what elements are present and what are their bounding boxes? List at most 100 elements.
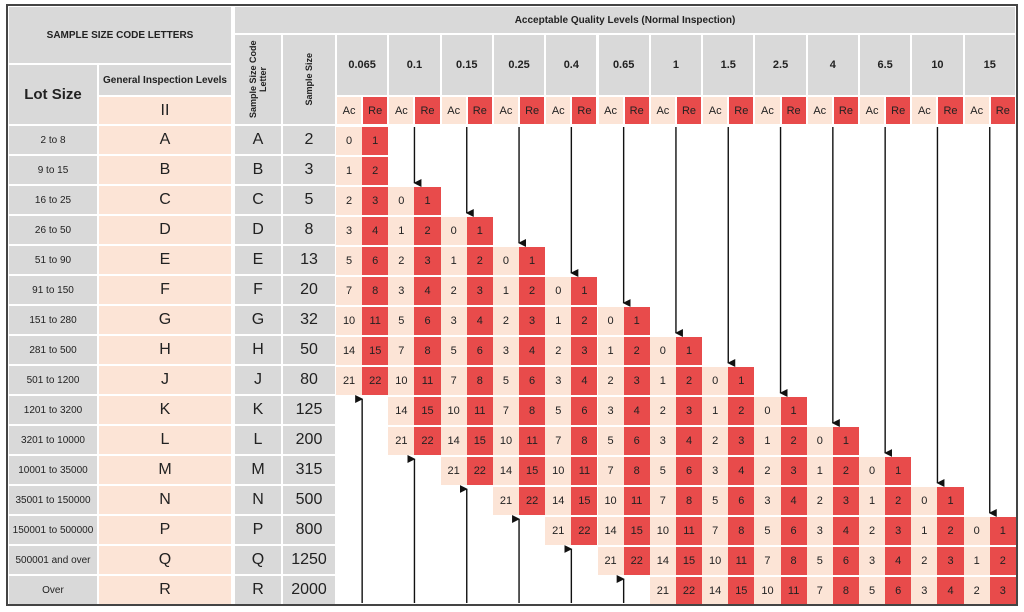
ac-value: 14 (492, 457, 520, 485)
sample-size-code-cell: E (234, 245, 282, 275)
lot-size-cell: 150001 to 500000 (8, 515, 98, 545)
re-value: 8 (728, 517, 755, 545)
ac-value: 0 (911, 487, 938, 515)
re-value: 6 (414, 307, 441, 335)
ac-value: 0 (754, 397, 781, 425)
aql-level-header: 0.65 (597, 34, 650, 96)
lot-size-cell: 16 to 25 (8, 185, 98, 215)
ac-header: Ac (388, 96, 415, 125)
re-value: 3 (832, 487, 859, 515)
re-value: 22 (623, 547, 650, 575)
sample-size-code-cell: F (234, 275, 282, 305)
re-header: Re (780, 96, 807, 125)
ac-value: 3 (649, 427, 676, 455)
lot-size-cell: 281 to 500 (8, 335, 98, 365)
re-value: 1 (675, 337, 703, 365)
re-value: 3 (675, 397, 703, 425)
ac-value: 0 (806, 427, 833, 455)
re-value: 11 (623, 487, 650, 515)
re-value: 11 (780, 577, 807, 605)
ac-value: 7 (597, 457, 624, 485)
sample-size-cell: 315 (282, 455, 336, 485)
re-header: Re (362, 96, 389, 125)
re-value: 3 (780, 457, 807, 485)
ac-value: 2 (911, 547, 938, 575)
ac-value: 3 (388, 277, 415, 305)
lot-size-cell: 51 to 90 (8, 245, 98, 275)
ac-value: 21 (492, 487, 520, 515)
aql-level-header: 1 (649, 34, 703, 96)
sample-size-cell: 3 (282, 155, 336, 185)
ac-value: 0 (440, 217, 467, 245)
re-header: Re (728, 96, 755, 125)
lot-size-cell: 501 to 1200 (8, 365, 98, 395)
re-value: 1 (414, 187, 441, 215)
general-level-code-cell: B (98, 155, 232, 185)
ac-value: 10 (754, 577, 781, 605)
re-value: 2 (519, 277, 546, 305)
ac-value: 10 (597, 487, 624, 515)
lot-size-cell: Over (8, 575, 98, 605)
re-value: 8 (466, 367, 493, 395)
ac-value: 0 (649, 337, 676, 365)
re-header: Re (675, 96, 703, 125)
ac-value: 5 (388, 307, 415, 335)
re-value: 1 (728, 367, 755, 395)
ac-value: 0 (336, 127, 363, 155)
ac-value: 2 (649, 397, 676, 425)
ac-header: Ac (545, 96, 572, 125)
ac-value: 7 (649, 487, 676, 515)
re-value: 3 (937, 547, 964, 575)
sample-size-cell: 5 (282, 185, 336, 215)
re-value: 11 (362, 307, 389, 335)
sample-size-code-cell: L (234, 425, 282, 455)
ac-value: 10 (545, 457, 572, 485)
re-value: 15 (623, 517, 650, 545)
ac-value: 14 (336, 337, 363, 365)
ac-value: 5 (336, 247, 363, 275)
re-value: 3 (989, 577, 1016, 605)
ac-value: 5 (440, 337, 467, 365)
re-value: 6 (780, 517, 807, 545)
re-value: 8 (675, 487, 703, 515)
re-value: 1 (780, 397, 807, 425)
ac-value: 1 (702, 397, 729, 425)
ac-value: 21 (597, 547, 624, 575)
re-value: 4 (675, 427, 703, 455)
aql-level-header: 6.5 (859, 34, 912, 96)
ac-header: Ac (806, 96, 833, 125)
ac-value: 5 (649, 457, 676, 485)
ac-value: 3 (597, 397, 624, 425)
re-value: 1 (623, 307, 650, 335)
ac-header: Ac (336, 96, 363, 125)
re-header: Re (885, 96, 912, 125)
re-value: 6 (519, 367, 546, 395)
sample-size-cell: 50 (282, 335, 336, 365)
re-value: 11 (466, 397, 493, 425)
re-value: 11 (519, 427, 546, 455)
lot-size-cell: 2 to 8 (8, 125, 98, 155)
re-value: 1 (832, 427, 859, 455)
re-value: 11 (728, 547, 755, 575)
lot-size-cell: 35001 to 150000 (8, 485, 98, 515)
re-value: 15 (362, 337, 389, 365)
ac-value: 14 (649, 547, 676, 575)
ac-value: 21 (388, 427, 415, 455)
ac-value: 3 (702, 457, 729, 485)
ac-value: 1 (336, 157, 363, 185)
ac-value: 5 (859, 577, 886, 605)
ac-value: 1 (754, 427, 781, 455)
ac-value: 1 (859, 487, 886, 515)
re-value: 22 (362, 367, 389, 395)
general-level-code-cell: C (98, 185, 232, 215)
sample-size-code-cell: J (234, 365, 282, 395)
ac-value: 2 (963, 577, 990, 605)
ac-value: 10 (388, 367, 415, 395)
sample-size-cell: 1250 (282, 545, 336, 575)
general-level-code-cell: J (98, 365, 232, 395)
ac-value: 7 (336, 277, 363, 305)
sample-size-code-cell: P (234, 515, 282, 545)
lot-size-cell: 3201 to 10000 (8, 425, 98, 455)
ac-value: 3 (492, 337, 520, 365)
ac-value: 10 (702, 547, 729, 575)
